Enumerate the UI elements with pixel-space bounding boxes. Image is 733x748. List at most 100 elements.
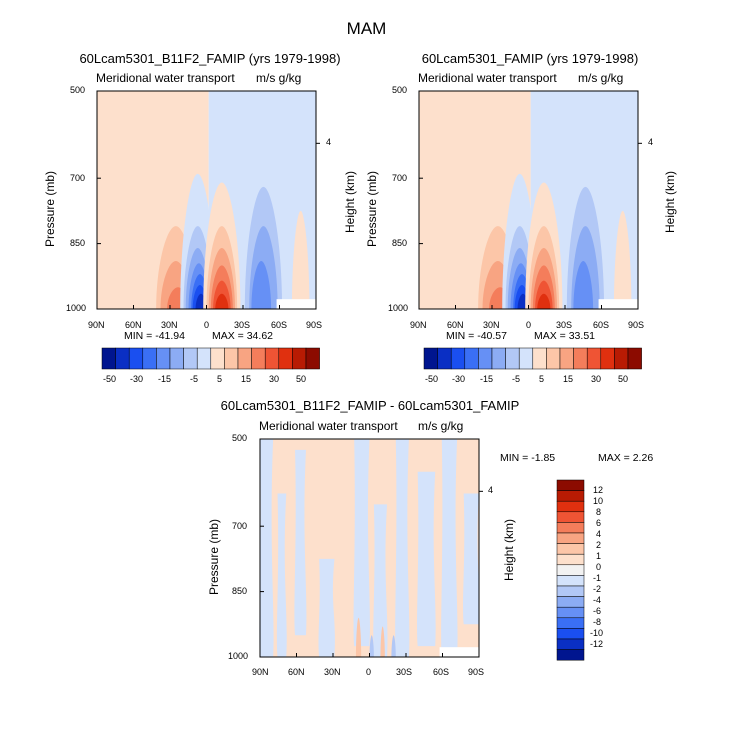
- panel-2-cbtick-0: -50: [425, 374, 439, 384]
- p3-colorbar-box-2: [556, 500, 585, 513]
- panel-1-cbtick-0: -50: [103, 374, 117, 384]
- panel-2-cbtick-1: -30: [452, 374, 466, 384]
- panel-1-ytick-700: 700: [70, 173, 86, 183]
- panel-2-units: m/s g/kg: [578, 71, 624, 85]
- panel-3-ytick-850: 850: [232, 586, 248, 596]
- panel-3-cbtick-10: -4: [593, 595, 602, 605]
- panel-3-xtick-30S: 30S: [396, 667, 413, 677]
- panel-3-subtitle: Meridional water transport: [259, 419, 398, 433]
- p1-missing-surface: [276, 299, 316, 311]
- panel-3-xtick-90N: 90N: [252, 667, 269, 677]
- panel-2-xtick-30N: 30N: [483, 320, 500, 330]
- panel-1-xtick-60S: 60S: [271, 320, 288, 330]
- panel-2-min: MIN = -40.57: [446, 330, 507, 342]
- p3-colorbar-box-0: [556, 479, 585, 491]
- p3-colorbar-box-7: [556, 553, 585, 566]
- p3-colorbar-box-1: [556, 490, 585, 502]
- panel-1-ytick-1000: 1000: [66, 303, 87, 313]
- panel-3-cbtick-5: 2: [596, 540, 602, 550]
- p3-neg-streak-3: [318, 558, 335, 657]
- panel-2-cbtick-5: 15: [563, 374, 574, 384]
- panel-3-units: m/s g/kg: [418, 419, 464, 433]
- panel-3-cbtick-8: -1: [593, 573, 602, 583]
- panel-2-cbtick-4: 5: [539, 374, 545, 384]
- panel-1-xtick-0: 0: [204, 320, 210, 330]
- panel-3-title: 60Lcam5301_B11F2_FAMIP - 60Lcam5301_FAMI…: [220, 398, 520, 413]
- panel-1-cbtick-5: 15: [241, 374, 252, 384]
- p3-neg-streak-4: [353, 439, 370, 647]
- panel-2-xtick-90N: 90N: [410, 320, 427, 330]
- p3-neg-streak-2: [294, 449, 307, 636]
- p3-neg-streak-7: [417, 471, 436, 647]
- panel-1-xtick-30N: 30N: [161, 320, 178, 330]
- p3-colorbar-box-13: [556, 617, 585, 629]
- panel-2-right-tick-4: 4: [648, 137, 654, 147]
- p3-colorbar-box-5: [556, 532, 585, 544]
- panel-2-cbtick-6: 30: [591, 374, 602, 384]
- p3-colorbar-box-16: [556, 649, 585, 661]
- p3-missing-surface: [439, 647, 479, 659]
- panel-3-xtick-0: 0: [366, 667, 372, 677]
- panel-1-cbtick-3: -5: [190, 374, 199, 384]
- panel-3-ytick-700: 700: [232, 521, 248, 531]
- p2-pos-s-weak: [613, 210, 632, 309]
- panel-3-cbtick-9: -2: [593, 584, 602, 594]
- panel-2-ytick-700: 700: [392, 173, 408, 183]
- panel-1-xtick-90S: 90S: [306, 320, 323, 330]
- figure-title: MAM: [346, 19, 387, 38]
- p3-colorbar-box-14: [556, 628, 585, 640]
- panel-1-xtick-90N: 90N: [88, 320, 105, 330]
- panel-1-min: MIN = -41.94: [124, 330, 185, 342]
- p3-colorbar-box-15: [556, 638, 585, 650]
- p3-neg-streak-5: [373, 504, 388, 657]
- panel-3-ytick-1000: 1000: [228, 651, 249, 661]
- panel-3-ytick-500: 500: [232, 433, 248, 443]
- panel-1-title: 60Lcam5301_B11F2_FAMIP (yrs 1979-1998): [79, 51, 341, 66]
- panel-3-cbtick-1: 10: [593, 496, 604, 506]
- p3-neg-streak-1: [276, 493, 287, 657]
- panel-3-cbtick-4: 4: [596, 529, 602, 539]
- p3-pos-small-1: [355, 617, 362, 657]
- p1-pos-s-weak: [291, 210, 310, 309]
- panel-3-max: MAX = 2.26: [598, 452, 654, 464]
- panel-1-max: MAX = 34.62: [212, 330, 273, 342]
- panel-1-right-tick-4: 4: [326, 137, 332, 147]
- panel-3-xtick-60S: 60S: [433, 667, 450, 677]
- p3-neg-streak-6: [395, 439, 410, 657]
- panel-1-cbtick-1: -30: [130, 374, 144, 384]
- panel-3-cbtick-3: 6: [596, 518, 602, 528]
- panel-3-cbtick-11: -6: [593, 606, 602, 616]
- panel-1-cbtick-2: -15: [158, 374, 172, 384]
- p1-neg-s-3: [251, 261, 272, 309]
- panel-1-ytick-500: 500: [70, 85, 86, 95]
- p3-neg-small-1: [369, 635, 374, 657]
- p2-colorbar-box-15: [627, 347, 642, 370]
- panel-3-ylabel: Pressure (mb): [207, 519, 221, 596]
- p3-colorbar-box-9: [556, 575, 585, 587]
- panel-1-cbtick-7: 50: [296, 374, 307, 384]
- panel-2-xtick-90S: 90S: [628, 320, 645, 330]
- panel-3-right-tick-4: 4: [488, 485, 494, 495]
- p3-colorbar-box-10: [556, 585, 585, 597]
- panel-1-xtick-60N: 60N: [125, 320, 142, 330]
- panel-1-cbtick-6: 30: [269, 374, 280, 384]
- p3-colorbar-box-12: [556, 606, 585, 619]
- panel-3-cbtick-12: -8: [593, 617, 602, 627]
- panel-3-cbtick-2: 8: [596, 507, 602, 517]
- panel-3-ylabel-right: Height (km): [502, 519, 516, 582]
- panel-2-cbtick-7: 50: [618, 374, 629, 384]
- p3-colorbar-box-3: [556, 511, 585, 523]
- panel-3-cbtick-0: 12: [593, 485, 604, 495]
- p2-missing-surface: [598, 299, 638, 311]
- panel-1-units: m/s g/kg: [256, 71, 302, 85]
- panel-2-max: MAX = 33.51: [534, 330, 595, 342]
- panel-2-ytick-500: 500: [392, 85, 408, 95]
- panel-3-cbtick-14: -12: [590, 639, 604, 649]
- p3-colorbar-box-4: [556, 522, 585, 534]
- panel-3-cbtick-13: -10: [590, 628, 604, 638]
- panel-3-min: MIN = -1.85: [500, 452, 556, 464]
- p2-pos-5: [537, 293, 551, 309]
- panel-1-cbtick-4: 5: [217, 374, 223, 384]
- panel-1-subtitle: Meridional water transport: [96, 71, 235, 85]
